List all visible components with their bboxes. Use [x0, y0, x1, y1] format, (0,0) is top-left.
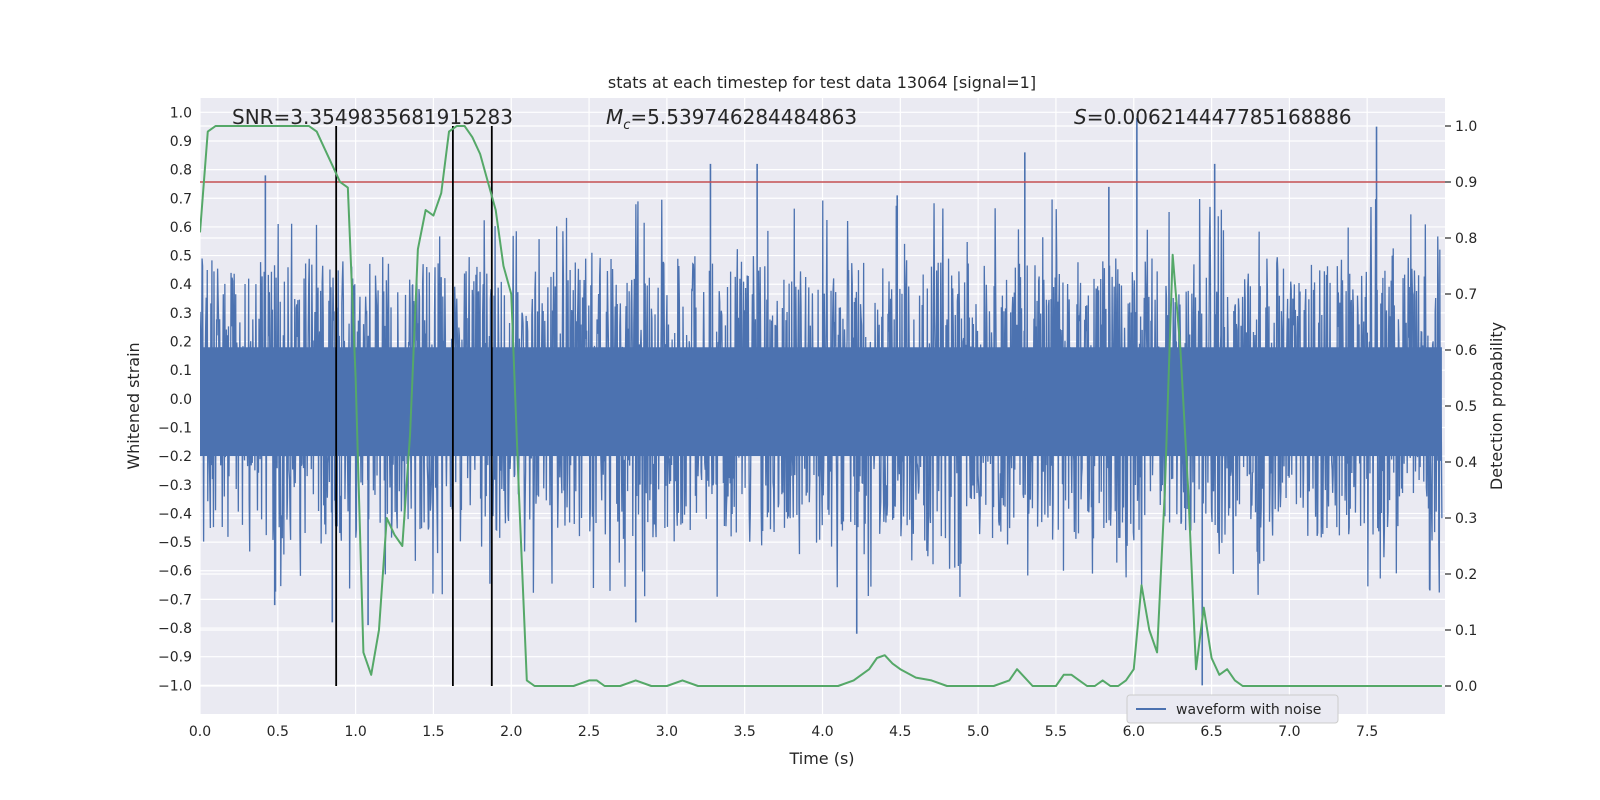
y-right-tick-label-10: 1.0	[1455, 119, 1477, 135]
y-left-tick-label-6: −0.4	[158, 506, 192, 522]
y-right-tick-label-1: 0.1	[1455, 623, 1477, 639]
annotation-mc-symbol: M	[606, 105, 623, 129]
x-tick-label-10: 5.0	[967, 724, 989, 740]
probability-line	[200, 125, 1442, 687]
y-right-tick-label-5: 0.5	[1455, 399, 1477, 415]
y-left-tick-label-1: −0.9	[158, 650, 192, 666]
y-left-tick-label-2: −0.8	[158, 621, 192, 637]
x-tick-label-3: 1.5	[422, 724, 444, 740]
x-tick-label-0: 0.0	[189, 724, 211, 740]
y-left-tick-label-5: −0.5	[158, 535, 192, 551]
y-axis-label-right: Detection probability	[1487, 322, 1506, 490]
y-left-tick-label-17: 0.7	[170, 191, 192, 207]
y-left-tick-label-16: 0.6	[170, 220, 192, 236]
y-right-tick-label-0: 0.0	[1455, 679, 1477, 695]
y-left-tick-label-18: 0.8	[170, 163, 192, 179]
waveform-dense-band	[200, 347, 1442, 457]
y-left-tick-label-9: −0.1	[158, 420, 192, 436]
y-left-tick-label-14: 0.4	[170, 277, 192, 293]
x-tick-label-8: 4.0	[811, 724, 833, 740]
annotation-s-symbol: S	[1074, 105, 1087, 129]
y-left-tick-label-7: −0.3	[158, 478, 192, 494]
chart-title: stats at each timestep for test data 130…	[608, 73, 1036, 92]
y-left-tick-label-3: −0.7	[158, 592, 192, 608]
x-tick-label-13: 6.5	[1200, 724, 1222, 740]
x-tick-label-6: 3.0	[656, 724, 678, 740]
annotation-s-value: =0.006214447785168886	[1087, 105, 1352, 129]
axes: 0.0 0.5 1.0 1.5 2.0 2.5 3.0 3.5 4.0 4.5 5.0 5.5 6.0 6…	[158, 105, 1477, 740]
vertical-markers	[335, 126, 493, 686]
series-detection-probability	[200, 125, 1442, 687]
legend-box	[1126, 694, 1339, 724]
y-left-tick-label-0: −1.0	[158, 678, 192, 694]
y-left-tick-label-4: −0.6	[158, 564, 192, 580]
series-waveform-with-noise	[200, 118, 1443, 686]
legend-label-waveform: waveform with noise	[1176, 702, 1321, 718]
y-left-tick-label-20: 1.0	[170, 105, 192, 121]
y-right-tick-label-3: 0.3	[1455, 511, 1477, 527]
x-tick-label-2: 1.0	[344, 724, 366, 740]
x-tick-label-7: 3.5	[734, 724, 756, 740]
annotation-mc: Mc=5.539746284484863	[606, 105, 857, 133]
x-tick-label-15: 7.5	[1356, 724, 1378, 740]
y-right-tick-label-6: 0.6	[1455, 343, 1477, 359]
x-tick-label-12: 6.0	[1123, 724, 1145, 740]
y-left-tick-label-15: 0.5	[170, 249, 192, 265]
y-left-tick-label-19: 0.9	[170, 134, 192, 150]
y-right-tick-label-8: 0.8	[1455, 231, 1477, 247]
y-left-tick-label-10: 0.0	[170, 392, 192, 408]
x-tick-label-1: 0.5	[267, 724, 289, 740]
x-tick-label-9: 4.5	[889, 724, 911, 740]
y-left-tick-label-13: 0.3	[170, 306, 192, 322]
annotation-s: S=0.006214447785168886	[1074, 105, 1352, 129]
annotation-mc-value: =5.539746284484863	[630, 105, 857, 129]
y-right-tick-label-9: 0.9	[1455, 175, 1477, 191]
y-left-tick-label-8: −0.2	[158, 449, 192, 465]
y-left-tick-label-12: 0.2	[170, 335, 192, 351]
x-tick-label-4: 2.0	[500, 724, 522, 740]
annotation-mc-subscript: c	[623, 118, 630, 133]
y-right-tick-label-7: 0.7	[1455, 287, 1477, 303]
y-right-tick-label-2: 0.2	[1455, 567, 1477, 583]
y-left-tick-label-11: 0.1	[170, 363, 192, 379]
legend: waveform with noise	[1126, 694, 1339, 724]
x-axis-label: Time (s)	[788, 749, 854, 768]
x-tick-label-5: 2.5	[578, 724, 600, 740]
x-tick-label-14: 7.0	[1278, 724, 1300, 740]
y-axis-label-left: Whitened strain	[124, 342, 143, 469]
y-right-tick-label-4: 0.4	[1455, 455, 1477, 471]
x-tick-label-11: 5.5	[1045, 724, 1067, 740]
annotation-snr: SNR=3.3549835681915283	[232, 105, 513, 129]
